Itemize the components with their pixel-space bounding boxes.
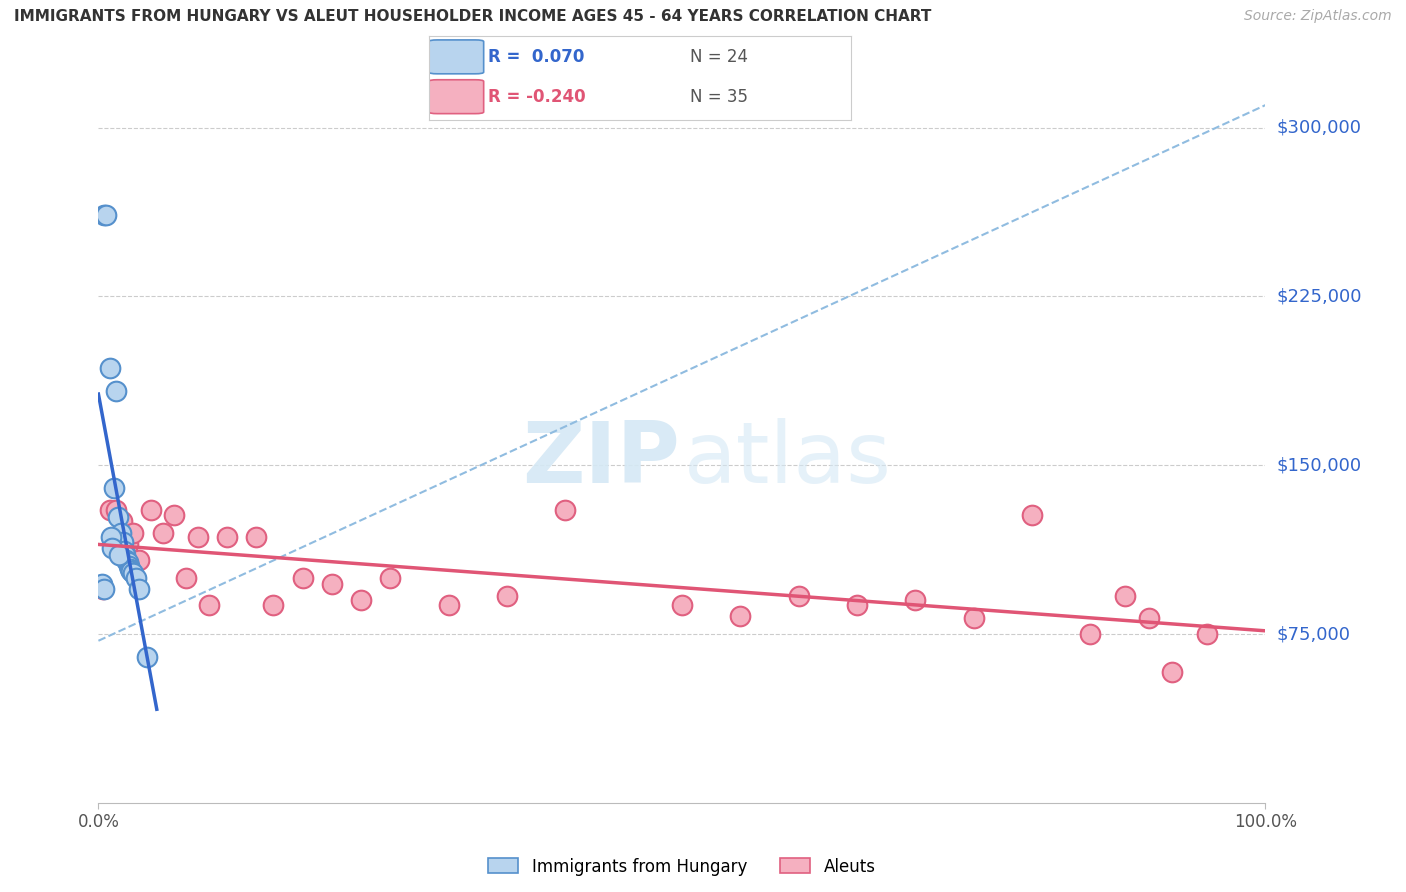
Point — [187, 530, 209, 544]
Point — [111, 534, 134, 549]
Text: IMMIGRANTS FROM HUNGARY VS ALEUT HOUSEHOLDER INCOME AGES 45 - 64 YEARS CORRELATI: IMMIGRANTS FROM HUNGARY VS ALEUT HOUSEHO… — [14, 9, 931, 24]
Point — [93, 208, 115, 222]
Point — [1021, 508, 1043, 522]
Point — [98, 361, 121, 376]
Point — [291, 571, 314, 585]
Text: N = 24: N = 24 — [690, 48, 748, 66]
Legend: Immigrants from Hungary, Aleuts: Immigrants from Hungary, Aleuts — [482, 851, 882, 882]
Point — [350, 593, 373, 607]
Point — [163, 508, 186, 522]
Point — [321, 577, 343, 591]
Point — [107, 510, 129, 524]
Point — [93, 582, 115, 596]
Point — [139, 503, 162, 517]
Point — [122, 525, 145, 540]
Point — [103, 481, 125, 495]
Point — [98, 503, 121, 517]
Text: Source: ZipAtlas.com: Source: ZipAtlas.com — [1244, 9, 1392, 23]
Point — [118, 562, 141, 576]
Point — [117, 537, 139, 551]
Point — [437, 598, 460, 612]
Point — [108, 548, 131, 562]
Point — [117, 555, 139, 569]
Point — [495, 589, 517, 603]
Point — [845, 598, 868, 612]
Point — [152, 525, 174, 540]
Text: atlas: atlas — [685, 417, 893, 500]
Point — [730, 609, 752, 624]
Point — [110, 525, 132, 540]
Point — [174, 571, 197, 585]
Point — [1137, 611, 1160, 625]
Point — [1114, 589, 1136, 603]
Point — [262, 598, 284, 612]
Point — [215, 530, 238, 544]
Point — [120, 564, 142, 578]
FancyBboxPatch shape — [429, 79, 484, 113]
Text: N = 35: N = 35 — [690, 87, 748, 105]
Point — [1195, 627, 1218, 641]
Point — [554, 503, 576, 517]
Point — [198, 598, 221, 612]
Point — [115, 553, 138, 567]
Point — [136, 649, 159, 664]
Point — [962, 611, 984, 625]
Point — [125, 571, 148, 585]
Text: R =  0.070: R = 0.070 — [488, 48, 585, 66]
Point — [122, 566, 145, 581]
Point — [104, 384, 127, 398]
Point — [114, 548, 136, 562]
Point — [112, 543, 135, 558]
Text: ZIP: ZIP — [522, 417, 679, 500]
Text: $225,000: $225,000 — [1277, 287, 1362, 305]
Text: $300,000: $300,000 — [1277, 119, 1361, 136]
FancyBboxPatch shape — [429, 40, 484, 74]
Point — [101, 541, 124, 556]
Point — [118, 559, 141, 574]
Point — [1161, 665, 1184, 680]
Point — [671, 598, 693, 612]
Point — [128, 582, 150, 596]
Point — [904, 593, 927, 607]
Text: $75,000: $75,000 — [1277, 625, 1351, 643]
Point — [91, 582, 114, 596]
Point — [94, 208, 117, 222]
Text: R = -0.240: R = -0.240 — [488, 87, 585, 105]
Point — [1080, 627, 1102, 641]
Text: $150,000: $150,000 — [1277, 456, 1361, 475]
Point — [104, 503, 127, 517]
Point — [787, 589, 810, 603]
Point — [100, 530, 122, 544]
Point — [128, 553, 150, 567]
Point — [90, 577, 112, 591]
Point — [111, 515, 134, 529]
Point — [378, 571, 402, 585]
Point — [245, 530, 267, 544]
